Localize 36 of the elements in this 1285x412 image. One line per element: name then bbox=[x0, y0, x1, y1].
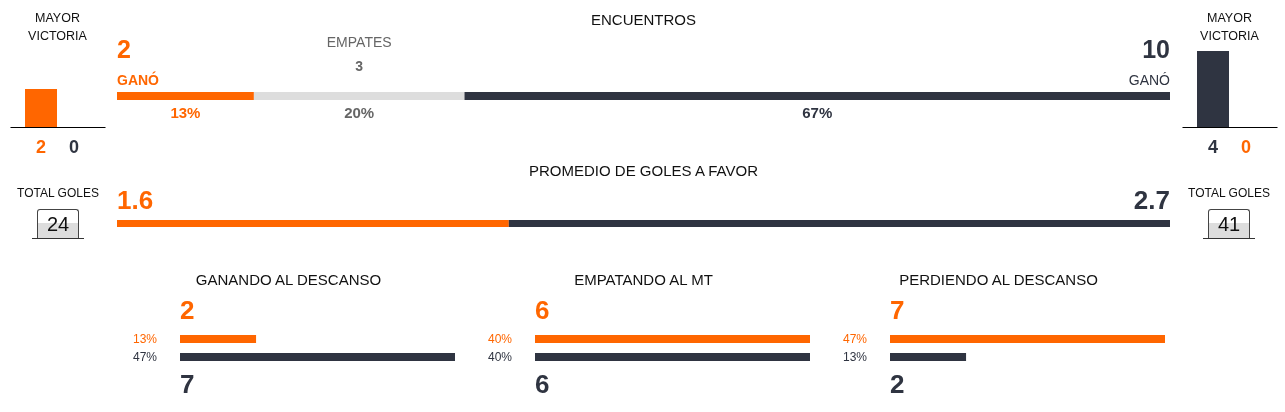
chart-title: PERDIENDO AL DESCANSO bbox=[899, 270, 1098, 289]
data-label: 20% bbox=[344, 104, 375, 121]
text: 2 bbox=[180, 295, 195, 325]
chart-title: ENCUENTROS bbox=[590, 10, 697, 29]
chart-title: MAYOR VICTORIA bbox=[1200, 9, 1259, 45]
chart-title: MAYOR VICTORIA bbox=[28, 9, 87, 45]
text: TOTAL GOLES bbox=[1188, 186, 1270, 200]
text: 2 bbox=[890, 369, 905, 399]
data-label: 47% bbox=[132, 350, 158, 364]
text: EMPATES bbox=[326, 34, 392, 50]
text: 6 bbox=[535, 369, 550, 399]
data-label: 13% bbox=[132, 332, 158, 346]
data-label: 1.6 bbox=[117, 184, 154, 215]
chart-title: PROMEDIO DE GOLES A FAVOR bbox=[529, 161, 758, 180]
x-tick-label: 0 bbox=[1240, 136, 1251, 157]
data-label: 13% bbox=[170, 104, 201, 121]
data-label: 47% bbox=[842, 332, 868, 346]
x-tick-label: 0 bbox=[68, 136, 79, 157]
text: 7 bbox=[180, 369, 195, 399]
text: TOTAL GOLES bbox=[17, 186, 99, 200]
text: 7 bbox=[890, 295, 905, 325]
series-label: GANÓ bbox=[1128, 72, 1171, 88]
data-label: 67% bbox=[802, 104, 833, 121]
series-label: GANÓ bbox=[117, 71, 160, 88]
text: 6 bbox=[535, 295, 550, 325]
data-label: 2.7 bbox=[1133, 184, 1170, 215]
text: 10 bbox=[1142, 35, 1170, 63]
text: 3 bbox=[355, 58, 364, 74]
chart-title: GANANDO AL DESCANSO bbox=[195, 270, 382, 289]
chart-title: EMPATANDO AL MT bbox=[574, 270, 713, 289]
data-label: 40% bbox=[487, 350, 513, 364]
text: 2 bbox=[117, 35, 131, 63]
x-tick-label: 2 bbox=[36, 136, 47, 157]
data-label: 13% bbox=[842, 350, 868, 364]
data-label: 40% bbox=[487, 332, 513, 346]
x-tick-label: 4 bbox=[1208, 136, 1219, 157]
